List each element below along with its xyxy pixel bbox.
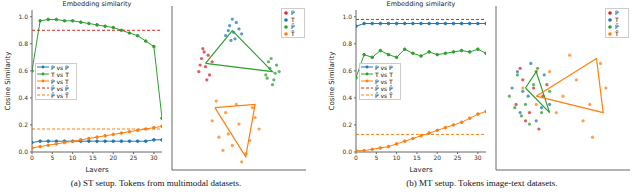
html-text:T̄: T̄ [291, 30, 295, 37]
svg-text:20: 20 [109, 154, 117, 161]
svg-text:0: 0 [354, 154, 358, 161]
svg-text:Cosine Similarity: Cosine Similarity [328, 52, 336, 111]
html-text:T: T [615, 16, 619, 23]
html-text:T̄: T̄ [615, 30, 619, 37]
html-text:P̄: P̄ [615, 23, 619, 30]
svg-text:1.0: 1.0 [342, 13, 352, 20]
html-text:P̄ vs P̄: P̄ vs P̄ [375, 84, 393, 92]
svg-text:1.0: 1.0 [18, 13, 28, 20]
html-text:Embedding similarity: Embedding similarity [62, 0, 132, 8]
svg-text:30: 30 [474, 154, 482, 161]
html-text:P: P [291, 9, 295, 16]
svg-text:Layers: Layers [409, 166, 433, 172]
svg-text:0: 0 [30, 154, 34, 161]
svg-text:15: 15 [413, 154, 421, 161]
html-text:(a) ST setup. Tokens from mult: (a) ST setup. Tokens from multimodal dat… [70, 178, 242, 188]
svg-text:30: 30 [150, 154, 158, 161]
svg-text:0.2: 0.2 [18, 121, 28, 128]
html-text:T: T [291, 16, 295, 23]
svg-text:25: 25 [454, 154, 462, 161]
html-text:P vs T: P vs T [51, 77, 69, 85]
svg-text:Layers: Layers [85, 166, 109, 172]
svg-text:5: 5 [374, 154, 378, 161]
svg-text:0.0: 0.0 [18, 148, 28, 155]
svg-text:20: 20 [433, 154, 441, 161]
html-text:P̄ vs T̄: P̄ vs T̄ [51, 91, 69, 99]
svg-text:0.4: 0.4 [342, 94, 352, 101]
svg-text:10: 10 [69, 154, 77, 161]
html-text:P vs P: P vs P [375, 63, 393, 71]
svg-text:0.6: 0.6 [342, 67, 352, 74]
svg-text:0.0: 0.0 [342, 148, 352, 155]
svg-text:25: 25 [130, 154, 138, 161]
html-text:(b) MT setup. Tokens image-tex: (b) MT setup. Tokens image-text datasets… [406, 178, 558, 188]
svg-text:0.8: 0.8 [342, 40, 352, 47]
html-text:T vs T: T vs T [375, 70, 393, 78]
html-text:T vs T: T vs T [51, 70, 69, 78]
svg-text:0.8: 0.8 [18, 40, 28, 47]
svg-text:15: 15 [89, 154, 97, 161]
svg-text:Cosine Similarity: Cosine Similarity [8, 52, 12, 111]
svg-text:0.6: 0.6 [18, 67, 28, 74]
html-text:Embedding similarity: Embedding similarity [386, 0, 456, 8]
html-text:P vs P: P vs P [51, 63, 69, 71]
html-text:P̄: P̄ [291, 23, 295, 30]
html-text:P vs T: P vs T [375, 77, 393, 85]
html-text:P̄ vs P̄: P̄ vs P̄ [51, 84, 69, 92]
html-text:P: P [615, 9, 619, 16]
html-text:P̄ vs T̄: P̄ vs T̄ [375, 91, 393, 99]
svg-text:5: 5 [50, 154, 54, 161]
svg-text:0.2: 0.2 [342, 121, 352, 128]
svg-text:10: 10 [393, 154, 401, 161]
svg-text:0.4: 0.4 [18, 94, 28, 101]
